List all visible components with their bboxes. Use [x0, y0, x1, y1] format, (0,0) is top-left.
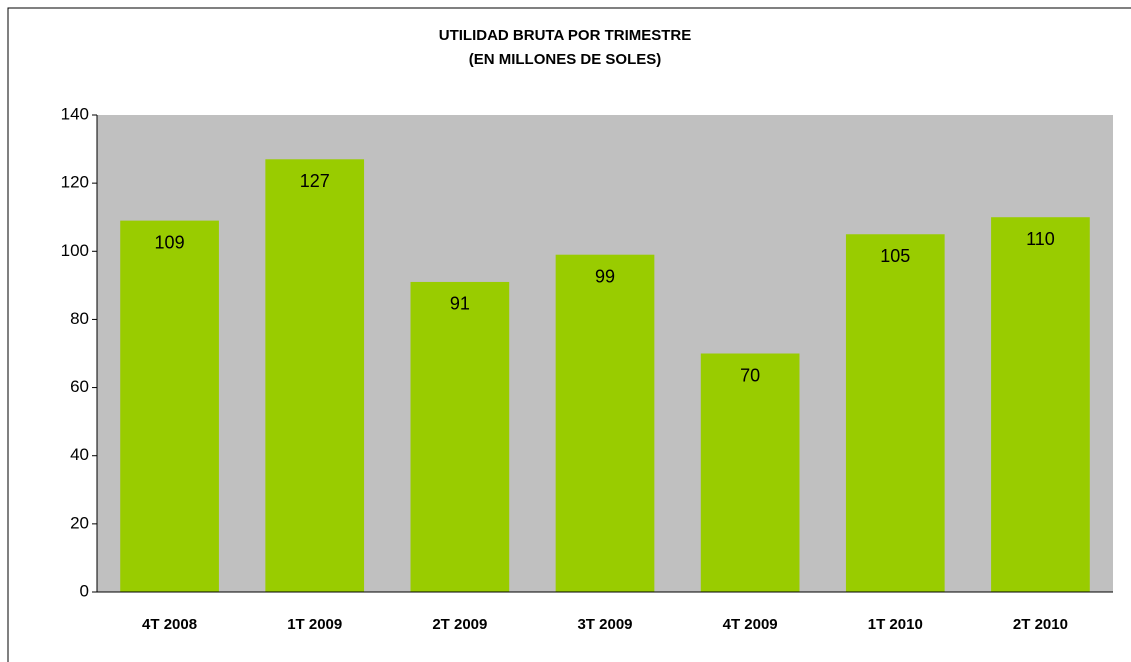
value-label: 110 — [1026, 229, 1055, 249]
chart-frame — [7, 7, 1131, 662]
x-tick-label: 4T 2008 — [142, 616, 197, 633]
y-tick-label: 140 — [61, 104, 89, 123]
value-label: 109 — [155, 232, 185, 252]
y-tick-label: 20 — [70, 513, 89, 532]
x-tick-label: 2T 2010 — [1013, 616, 1068, 633]
bar — [410, 281, 510, 592]
y-tick-label: 60 — [70, 377, 89, 396]
value-label: 105 — [880, 246, 910, 266]
chart-title: UTILIDAD BRUTA POR TRIMESTRE — [439, 27, 692, 44]
x-tick-label: 1T 2009 — [287, 616, 342, 633]
x-tick-label: 4T 2009 — [723, 616, 778, 633]
y-tick-label: 100 — [61, 241, 89, 260]
x-tick-label: 3T 2009 — [577, 616, 632, 633]
value-label: 70 — [740, 365, 760, 385]
bar — [845, 234, 945, 592]
bar — [120, 220, 219, 592]
value-label: 91 — [450, 294, 470, 314]
y-tick-label: 120 — [61, 173, 89, 192]
y-tick-label: 0 — [80, 581, 89, 600]
bar — [555, 254, 655, 592]
bar — [991, 217, 1090, 592]
value-label: 99 — [595, 266, 615, 286]
x-tick-label: 1T 2010 — [868, 616, 923, 633]
y-tick-label: 80 — [70, 309, 89, 328]
x-tick-label: 2T 2009 — [432, 616, 487, 633]
chart-subtitle: (EN MILLONES DE SOLES) — [469, 51, 662, 68]
y-tick-label: 40 — [70, 445, 89, 464]
bar — [700, 353, 800, 592]
value-label: 127 — [300, 171, 330, 191]
bar — [265, 159, 365, 593]
